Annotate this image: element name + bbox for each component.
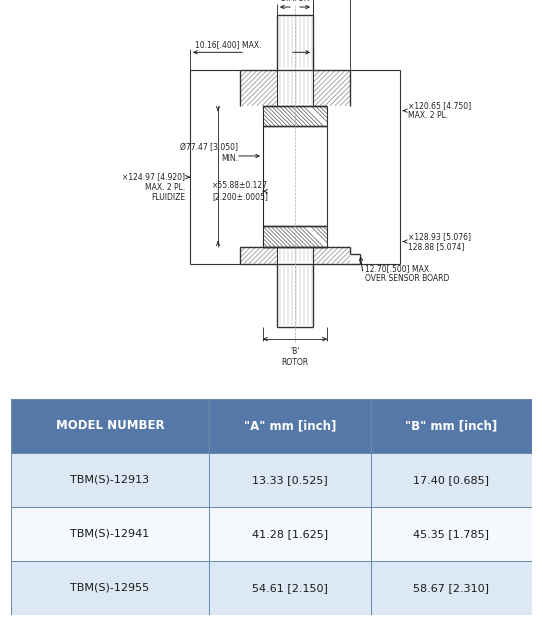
Bar	[370, 561, 532, 615]
Bar	[370, 507, 532, 561]
Text: TBM(S)-12941: TBM(S)-12941	[70, 529, 149, 539]
Text: 54.61 [2.150]: 54.61 [2.150]	[252, 583, 327, 593]
Text: 58.67 [2.310]: 58.67 [2.310]	[413, 583, 489, 593]
Text: MODEL NUMBER: MODEL NUMBER	[55, 419, 164, 432]
Text: "B" mm [inch]: "B" mm [inch]	[405, 419, 497, 432]
Text: Ø77.47 [3.050]
MIN.: Ø77.47 [3.050] MIN.	[180, 143, 238, 163]
Text: TBM(S)-12913: TBM(S)-12913	[71, 475, 149, 485]
Text: ×124.97 [4.920]
MAX. 2 PL.
FLUIDIZE: ×124.97 [4.920] MAX. 2 PL. FLUIDIZE	[122, 172, 185, 202]
Bar	[209, 452, 370, 507]
Bar	[209, 507, 370, 561]
Text: "A" mm [inch]: "A" mm [inch]	[244, 419, 336, 432]
Text: TBM(S)-12955: TBM(S)-12955	[71, 583, 149, 593]
Text: 10.16[.400] MAX.: 10.16[.400] MAX.	[195, 40, 262, 49]
Text: 17.40 [0.685]: 17.40 [0.685]	[413, 475, 489, 485]
Text: 41.28 [1.625]: 41.28 [1.625]	[252, 529, 328, 539]
Bar	[11, 452, 209, 507]
Bar	[209, 399, 370, 452]
Bar	[370, 452, 532, 507]
Text: ×55.88±0.127
[2.200±.0005]: ×55.88±0.127 [2.200±.0005]	[212, 182, 268, 201]
Text: 13.33 [0.525]: 13.33 [0.525]	[252, 475, 327, 485]
Bar	[209, 561, 370, 615]
Bar	[11, 399, 209, 452]
Text: ×128.93 [5.076]
128.88 [5.074]: ×128.93 [5.076] 128.88 [5.074]	[408, 232, 471, 251]
Bar	[370, 399, 532, 452]
Bar	[11, 507, 209, 561]
Text: 12.70[.500] MAX.
OVER SENSOR BOARD: 12.70[.500] MAX. OVER SENSOR BOARD	[365, 264, 450, 284]
Text: 'B'
ROTOR: 'B' ROTOR	[281, 347, 308, 366]
Bar	[11, 561, 209, 615]
Text: 45.35 [1.785]: 45.35 [1.785]	[413, 529, 489, 539]
Text: 'A'
STATOR: 'A' STATOR	[280, 0, 310, 3]
Text: ×120.65 [4.750]
MAX. 2 PL.: ×120.65 [4.750] MAX. 2 PL.	[408, 101, 471, 121]
